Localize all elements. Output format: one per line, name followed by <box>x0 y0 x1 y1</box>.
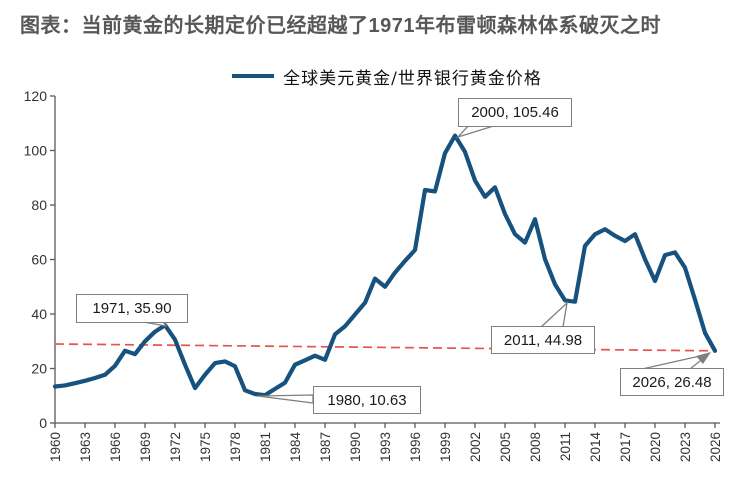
x-tick-label: 2002 <box>468 432 483 462</box>
annotation-callout-2000: 2000, 105.46 <box>458 98 572 127</box>
x-tick-label: 2020 <box>648 432 663 462</box>
x-tick-label: 1981 <box>258 432 273 462</box>
legend-label: 全球美元黄金/世界银行黄金价格 <box>283 68 542 89</box>
y-tick-label: 40 <box>31 306 47 322</box>
x-tick-label: 1987 <box>318 432 333 462</box>
y-tick-label: 0 <box>39 415 47 431</box>
reference-dashed-line <box>54 343 716 352</box>
y-tick-label: 60 <box>31 252 47 268</box>
chart-title: 图表：当前黄金的长期定价已经超越了1971年布雷顿森林体系破灭之时 <box>20 15 661 37</box>
annotation-callout-1971: 1971, 35.90 <box>76 294 188 323</box>
callout-leader-1980 <box>257 394 314 404</box>
x-tick-label: 1978 <box>228 432 243 462</box>
y-tick-label: 100 <box>24 143 48 159</box>
series-line <box>52 133 718 398</box>
x-tick-label: 2014 <box>588 432 603 463</box>
y-tick-label: 20 <box>31 361 47 377</box>
x-tick-label: 1972 <box>168 432 183 462</box>
x-tick-label: 1966 <box>108 432 123 462</box>
x-tick-label: 1969 <box>138 432 153 462</box>
callout-arrowhead-2026 <box>696 352 711 364</box>
legend-line-swatch <box>232 74 275 78</box>
y-tick-label: 80 <box>31 197 47 213</box>
x-tick-label: 1999 <box>438 432 453 462</box>
x-tick-label: 1993 <box>378 432 393 462</box>
annotation-callout-2011: 2011, 44.98 <box>491 326 595 354</box>
annotation-callout-2026: 2026, 26.48 <box>620 368 724 396</box>
callout-leader-2011 <box>539 301 568 328</box>
x-tick-label: 2026 <box>708 432 723 462</box>
x-tick-label: 1990 <box>348 432 363 462</box>
legend: 全球美元黄金/世界银行黄金价格 <box>55 64 719 89</box>
x-tick-label: 2023 <box>678 432 693 462</box>
x-tick-label: 2011 <box>558 432 573 461</box>
x-tick-label: 2017 <box>618 432 633 462</box>
y-tick-label: 120 <box>24 88 48 104</box>
x-tick-label: 1984 <box>288 432 303 463</box>
x-tick-label: 2005 <box>498 432 513 462</box>
x-tick-label: 2008 <box>528 432 543 462</box>
x-tick-label: 1975 <box>198 432 213 462</box>
x-tick-label: 1963 <box>78 432 93 462</box>
x-tick-label: 1960 <box>48 432 63 462</box>
annotation-callout-1980: 1980, 10.63 <box>313 386 421 414</box>
x-tick-label: 1996 <box>408 432 423 462</box>
